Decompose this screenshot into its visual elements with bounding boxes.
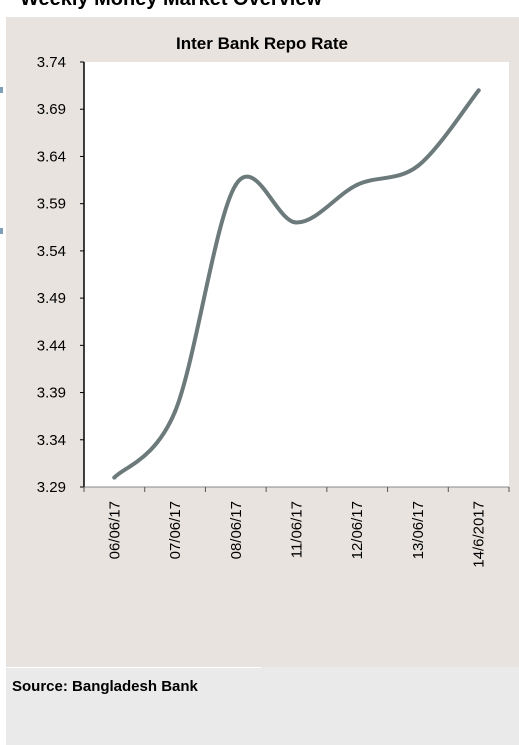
x-tick-label: 11/06/17: [289, 501, 306, 558]
y-tick-label: 3.64: [37, 148, 66, 165]
y-tick-label: 3.34: [37, 432, 66, 449]
side-marker-top: [0, 87, 3, 93]
data-point: [355, 182, 360, 187]
page-header-title: Weekly Money Market Overview: [20, 0, 322, 11]
x-tick-label: 14/6/2017: [471, 501, 488, 568]
y-tick-label: 3.69: [37, 101, 66, 118]
y-tick-label: 3.49: [37, 290, 66, 307]
x-tick-label: 06/06/17: [106, 501, 123, 559]
data-point: [294, 220, 299, 225]
y-tick-label: 3.59: [37, 196, 66, 213]
data-point: [173, 409, 178, 414]
y-tick-label: 3.54: [37, 243, 66, 260]
x-tick-label: 12/06/17: [349, 501, 366, 559]
x-tick-label: 08/06/17: [228, 501, 245, 559]
y-tick-label: 3.44: [37, 337, 66, 354]
data-point: [112, 475, 117, 480]
data-point: [476, 88, 481, 93]
plot-area: [84, 62, 509, 487]
data-point: [415, 163, 420, 168]
y-tick-label: 3.29: [37, 479, 66, 496]
chart-title: Inter Bank Repo Rate: [176, 34, 348, 53]
y-tick-label: 3.74: [37, 54, 66, 71]
source-panel: [6, 667, 519, 745]
x-tick-label: 13/06/17: [410, 501, 427, 559]
data-point: [233, 182, 238, 187]
x-tick-label: 07/06/17: [167, 501, 184, 559]
side-marker-middle: [0, 228, 3, 234]
source-note: Source: Bangladesh Bank: [12, 678, 198, 695]
source-divider: [6, 667, 261, 668]
repo-rate-chart: Inter Bank Repo Rate 3.29 3.34 3.39 3.44 3.4…: [37, 34, 510, 568]
y-tick-label: 3.39: [37, 385, 66, 402]
